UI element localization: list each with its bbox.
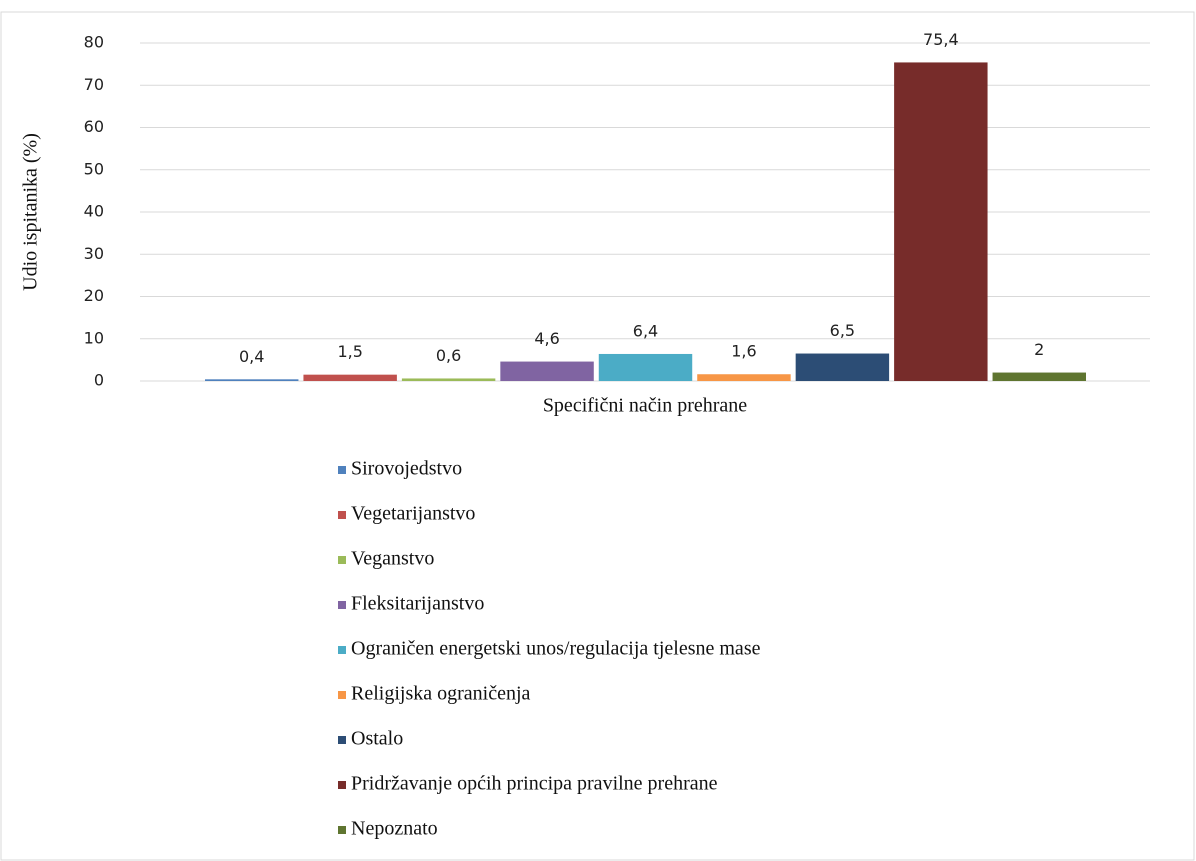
legend-swatch <box>338 826 346 834</box>
legend-swatch <box>338 691 346 699</box>
chart-frame <box>0 11 1195 861</box>
y-tick-label: 70 <box>84 75 104 94</box>
legend-label: Vegetarijanstvo <box>351 503 475 525</box>
y-tick-label: 40 <box>84 202 104 221</box>
y-tick-label: 20 <box>84 286 104 305</box>
y-axis-title: Udio ispitanika (%) <box>20 133 42 291</box>
bar <box>500 361 594 381</box>
bar <box>697 374 791 381</box>
y-tick-label: 80 <box>84 33 104 52</box>
bar <box>598 353 693 381</box>
legend-swatch <box>338 736 346 744</box>
data-label: 1,6 <box>731 342 756 361</box>
y-tick-label: 60 <box>84 117 104 136</box>
legend-swatch <box>338 646 346 654</box>
legend-label: Ograničen energetski unos/regulacija tje… <box>351 638 761 660</box>
legend-swatch <box>338 511 346 519</box>
legend-label: Sirovojedstvo <box>351 458 462 480</box>
bar <box>992 372 1086 381</box>
x-tick-label: Specifični način prehrane <box>543 395 747 417</box>
bar <box>401 378 496 381</box>
bar <box>303 374 397 381</box>
data-label: 0,6 <box>436 346 461 365</box>
legend-swatch <box>338 781 346 789</box>
y-tick-label: 10 <box>84 328 104 347</box>
legend-label: Religijska ograničenja <box>351 683 531 705</box>
legend-label: Fleksitarijanstvo <box>351 593 484 615</box>
legend-label: Nepoznato <box>351 818 438 840</box>
y-tick-label: 0 <box>94 371 104 390</box>
bar <box>894 62 988 382</box>
legend-label: Pridržavanje općih principa pravilne pre… <box>351 773 718 795</box>
legend-swatch <box>338 466 346 474</box>
data-label: 1,5 <box>337 342 362 361</box>
data-label: 6,4 <box>633 321 658 340</box>
data-label: 4,6 <box>534 329 559 348</box>
y-tick-label: 50 <box>84 159 104 178</box>
bar <box>205 379 299 381</box>
legend-swatch <box>338 556 346 564</box>
legend-swatch <box>338 601 346 609</box>
data-label: 6,5 <box>830 321 855 340</box>
data-label: 2 <box>1034 340 1044 359</box>
data-label: 75,4 <box>923 30 959 49</box>
bar <box>795 353 890 381</box>
data-label: 0,4 <box>239 347 264 366</box>
legend-label: Veganstvo <box>351 548 434 570</box>
legend-label: Ostalo <box>351 728 403 750</box>
y-tick-label: 30 <box>84 244 104 263</box>
